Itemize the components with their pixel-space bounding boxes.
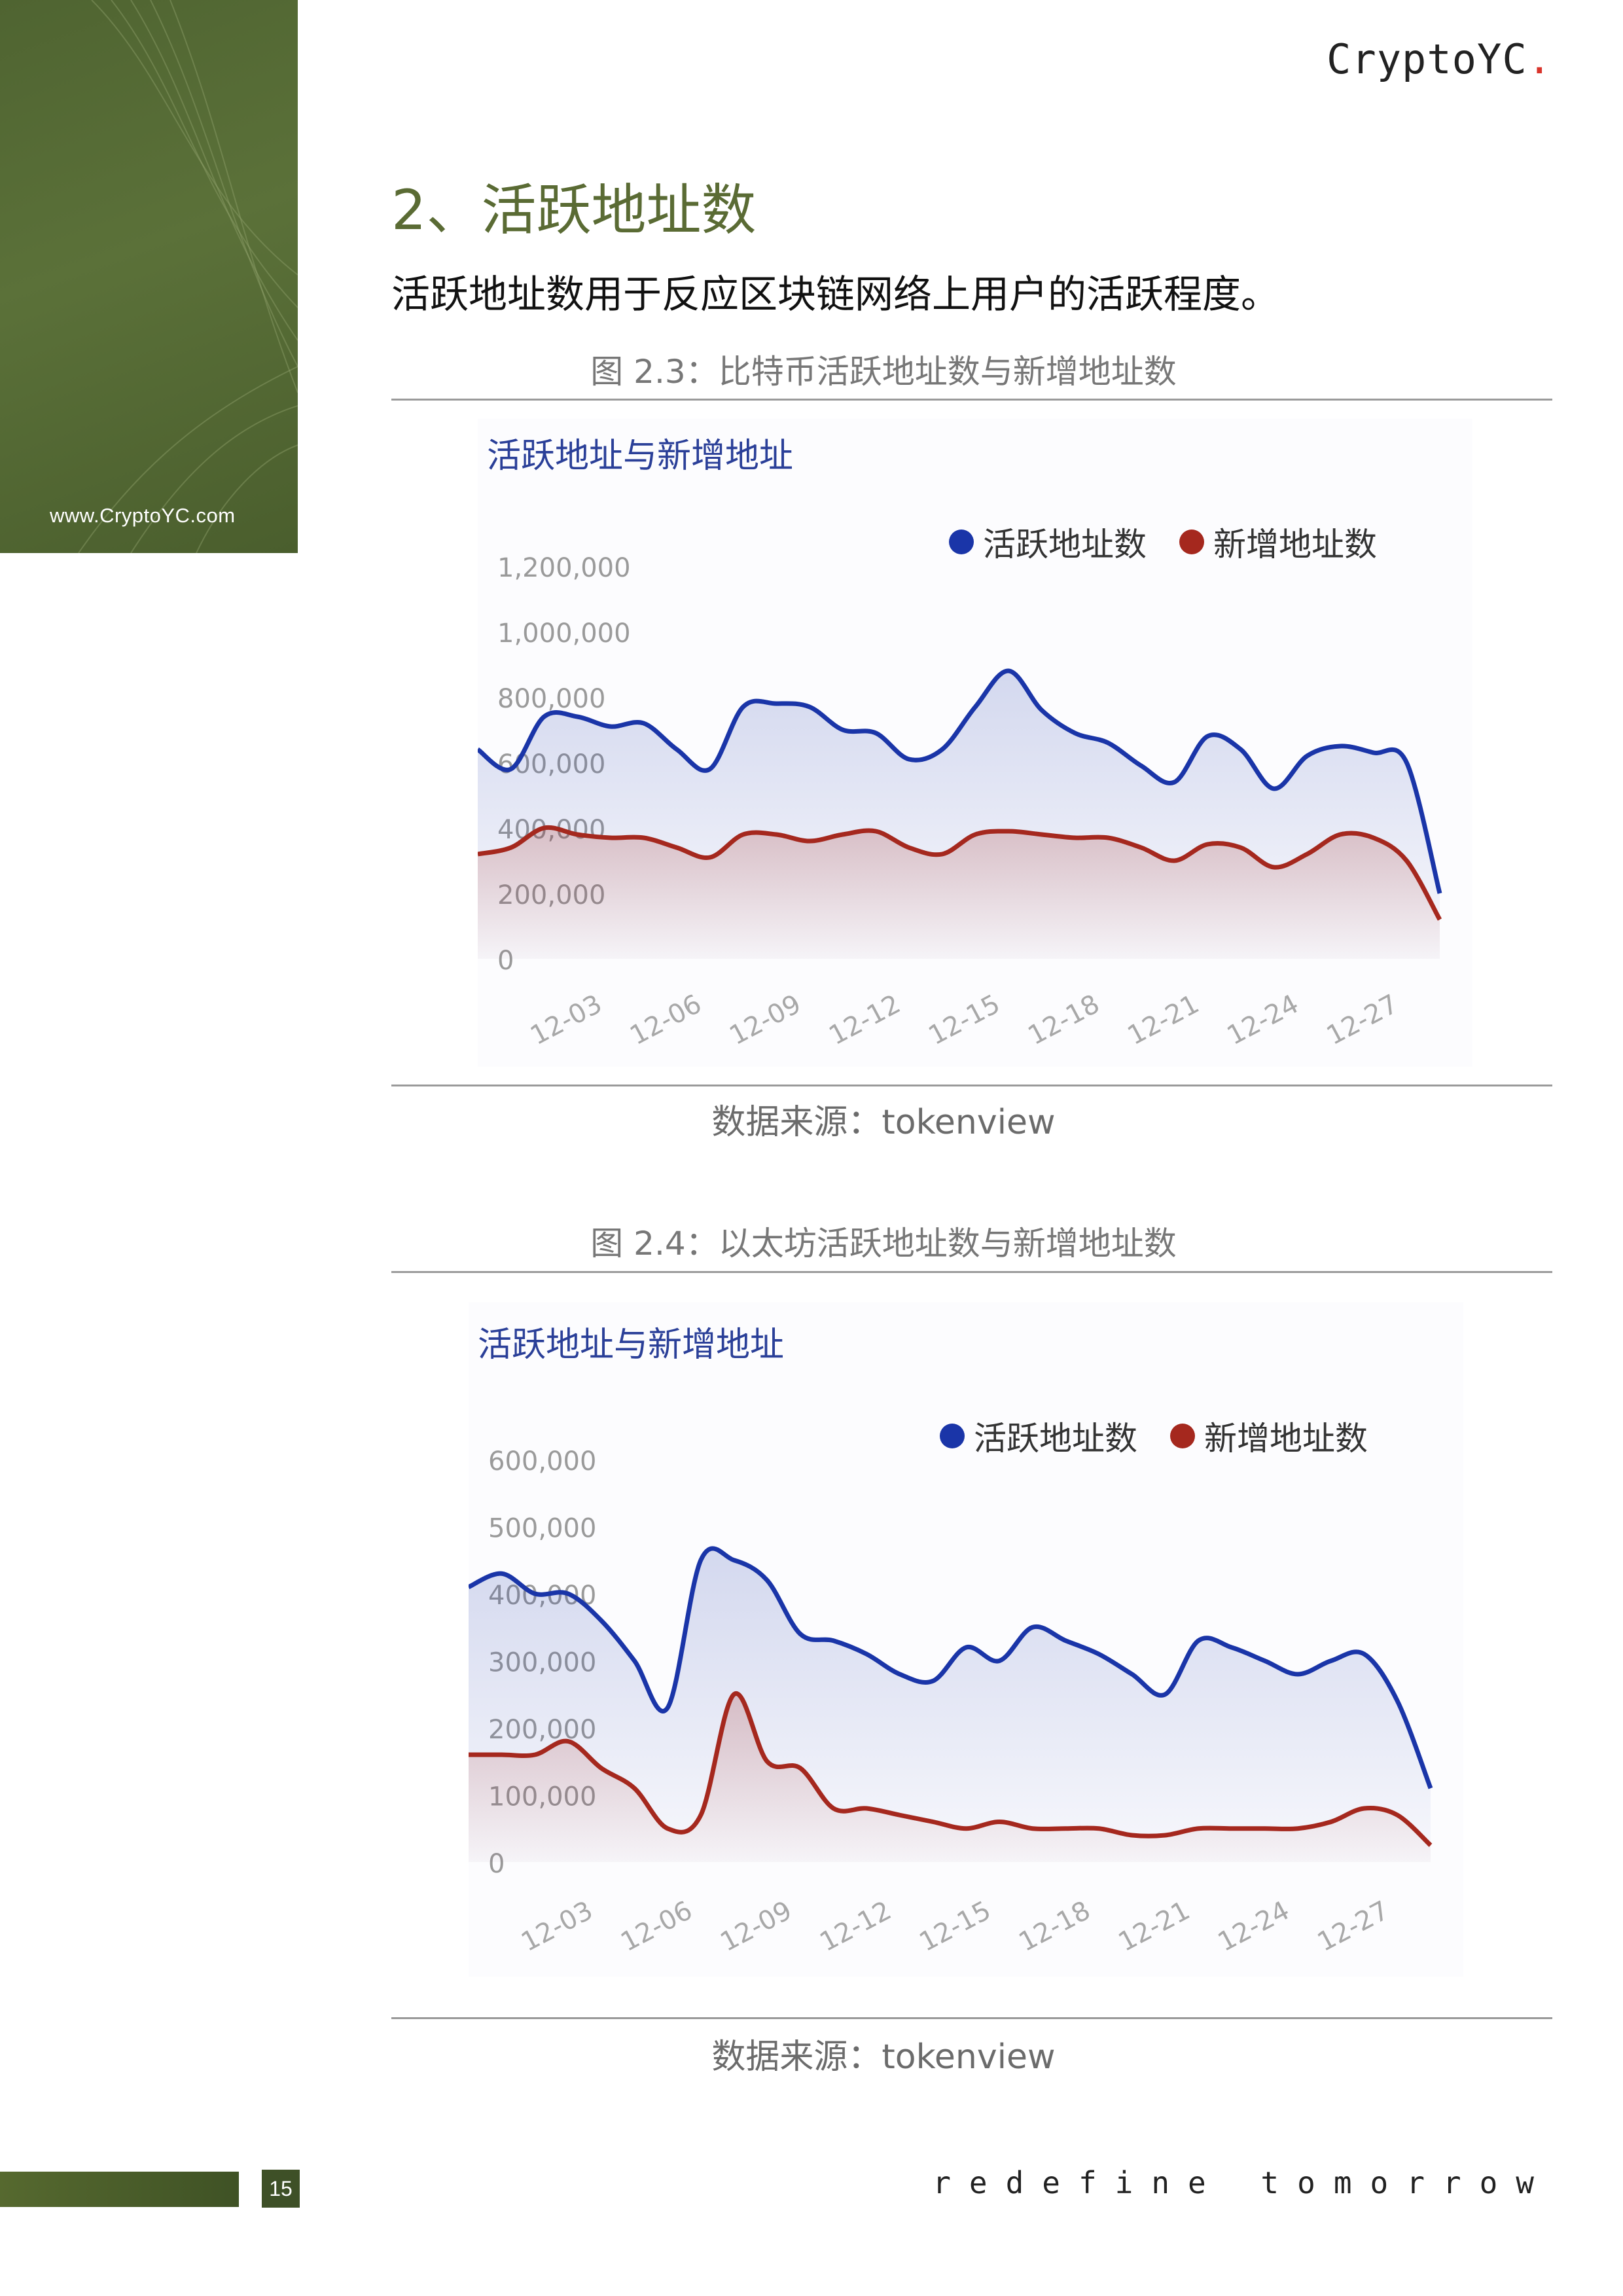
chart-legend: 活跃地址数 新增地址数 <box>940 1412 1390 1460</box>
data-source: 数据来源：tokenview <box>711 1103 1056 1142</box>
series-area <box>478 827 1440 959</box>
chart-title: 活跃地址与新增地址 <box>487 437 794 476</box>
decorative-line-pattern <box>78 0 298 553</box>
brand-logo: CryptoYC. <box>1327 35 1552 83</box>
legend-label: 新增地址数 <box>1213 526 1377 564</box>
legend-label: 新增地址数 <box>1204 1420 1368 1458</box>
x-tick-label: 12-24 <box>1213 1895 1294 1958</box>
legend-dot-icon <box>1179 529 1204 554</box>
x-tick-label: 12-21 <box>1123 989 1204 1051</box>
legend-dot-icon <box>1170 1424 1195 1448</box>
chart-plot: 1,200,0001,000,000800,000600,000400,0002… <box>478 553 1442 1051</box>
chart-panel: 活跃地址与新增地址 活跃地址数 新增地址数 1,200,000 1,000,000… <box>478 419 1472 1067</box>
legend-dot-icon <box>940 1424 965 1448</box>
x-tick-label: 12-27 <box>1322 989 1403 1051</box>
y-tick-label: 1,200,000 <box>497 553 631 583</box>
x-tick-label: 12-06 <box>625 989 706 1051</box>
y-tick-label: 1,000,000 <box>497 619 631 649</box>
x-tick-label: 12-09 <box>724 989 806 1051</box>
x-tick-label: 12-18 <box>1024 989 1105 1051</box>
legend-dot-icon <box>949 529 974 554</box>
legend-label: 活跃地址数 <box>983 526 1147 564</box>
divider <box>391 1271 1552 1273</box>
series-line <box>478 825 1442 921</box>
footer-accent-bar <box>0 2172 239 2207</box>
x-tick-label: 12-18 <box>1014 1895 1096 1958</box>
data-source: 数据来源：tokenview <box>711 2037 1056 2077</box>
figure-caption: 图 2.3：比特币活跃地址数与新增地址数 <box>590 353 1177 391</box>
x-tick-label: 12-15 <box>914 1895 995 1958</box>
legend-item-new: 新增地址数 <box>1170 1412 1368 1460</box>
x-tick-label: 12-06 <box>616 1895 697 1958</box>
x-tick-label: 12-03 <box>526 989 607 1051</box>
divider <box>391 399 1552 401</box>
divider <box>391 1085 1552 1086</box>
section-title: 2、活跃地址数 <box>391 178 757 242</box>
chart-panel: 活跃地址与新增地址 活跃地址数 新增地址数 600,000500,000400,… <box>469 1302 1463 1977</box>
legend-item-active: 活跃地址数 <box>940 1412 1137 1460</box>
y-tick-label: 600,000 <box>488 1446 596 1477</box>
x-tick-label: 12-24 <box>1222 989 1304 1051</box>
divider <box>391 2017 1552 2019</box>
series-line <box>478 668 1442 894</box>
series-line <box>469 1546 1433 1789</box>
x-tick-label: 12-21 <box>1114 1895 1195 1958</box>
y-tick-label: 500,000 <box>488 1514 596 1544</box>
site-url: www.CryptoYC.com <box>50 504 236 527</box>
x-tick-label: 12-27 <box>1313 1895 1394 1958</box>
legend-item-new: 新增地址数 <box>1179 518 1377 565</box>
chart-legend: 活跃地址数 新增地址数 <box>949 518 1399 565</box>
legend-label: 活跃地址数 <box>974 1420 1137 1458</box>
intro-paragraph: 活跃地址数用于反应区块链网络上用户的活跃程度。 <box>391 272 1280 317</box>
x-tick-label: 12-12 <box>824 989 905 1051</box>
chart-plot: 600,000500,000400,000300,000200,000100,0… <box>469 1446 1433 1958</box>
brand-dot: . <box>1527 35 1552 83</box>
x-tick-label: 12-09 <box>715 1895 796 1958</box>
page-number: 15 <box>262 2170 300 2208</box>
legend-item-active: 活跃地址数 <box>949 518 1147 565</box>
series-area <box>469 1693 1431 1862</box>
brand-name: CryptoYC <box>1327 35 1527 83</box>
x-tick-label: 12-15 <box>923 989 1005 1051</box>
chart-title: 活跃地址与新增地址 <box>478 1325 785 1365</box>
y-tick-label: 800,000 <box>497 684 605 714</box>
x-tick-label: 12-03 <box>516 1895 597 1958</box>
cover-accent-block: www.CryptoYC.com <box>0 0 298 553</box>
footer-slogan: redefine tomorrow <box>933 2165 1552 2200</box>
series-line <box>469 1691 1433 1847</box>
figure-caption: 图 2.4：以太坊活跃地址数与新增地址数 <box>590 1225 1177 1263</box>
x-tick-label: 12-12 <box>815 1895 896 1958</box>
